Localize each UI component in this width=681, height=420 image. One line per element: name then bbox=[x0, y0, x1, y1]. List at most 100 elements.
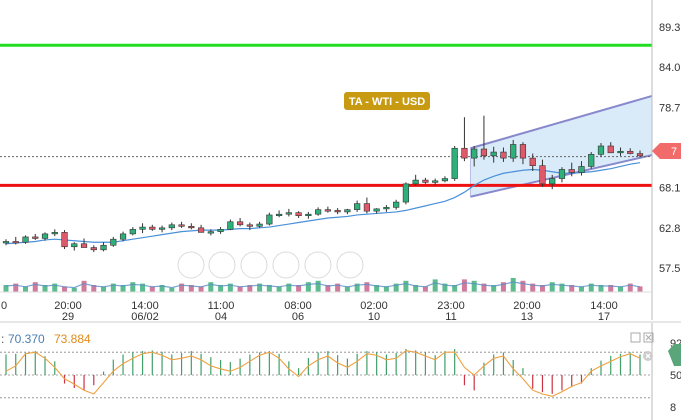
candle-body bbox=[451, 147, 458, 179]
volume-bar bbox=[491, 285, 497, 292]
candle-body bbox=[490, 151, 497, 157]
volume-bar bbox=[471, 280, 477, 292]
candle-body bbox=[461, 147, 468, 159]
candle-body bbox=[383, 207, 390, 210]
instrument-label: TA - WTI - USD bbox=[349, 96, 425, 108]
volume-bar bbox=[520, 280, 526, 292]
volume-bar bbox=[188, 285, 194, 292]
candle-body bbox=[510, 144, 517, 159]
candle-body bbox=[246, 224, 253, 227]
time-axis[interactable]: 20:002914:0006/0211:000408:000602:001023… bbox=[1, 300, 618, 323]
volume-bar bbox=[344, 286, 350, 292]
candle-body bbox=[119, 233, 127, 240]
time-tick-label: 14:00 bbox=[131, 300, 159, 312]
volume-bars bbox=[3, 278, 643, 292]
candle-body bbox=[441, 178, 449, 182]
candle-body bbox=[227, 221, 234, 230]
current-price-value: 7 bbox=[671, 146, 677, 158]
oscillator-pane-buttons[interactable] bbox=[630, 332, 654, 361]
volume-bar bbox=[32, 282, 38, 292]
volume-bar bbox=[149, 286, 155, 292]
volume-bar bbox=[266, 285, 272, 292]
candle-body bbox=[207, 231, 214, 234]
candle-body bbox=[285, 212, 292, 215]
candle-body bbox=[412, 179, 419, 185]
volume-bar bbox=[549, 282, 555, 292]
price-tick-label: 89.3 bbox=[659, 22, 680, 34]
volume-bar bbox=[257, 283, 263, 292]
channel-upper-line bbox=[470, 95, 653, 150]
volume-bar bbox=[608, 285, 614, 292]
horizontal-lines[interactable] bbox=[0, 43, 652, 187]
volume-bar bbox=[500, 282, 506, 292]
date-tick-label: 06 bbox=[292, 311, 304, 323]
oscillator-axis: 92508 bbox=[651, 323, 681, 420]
candle-body bbox=[500, 151, 507, 159]
candle-body bbox=[2, 241, 10, 244]
oscillator-tick-label: 8 bbox=[670, 402, 676, 414]
oscillator-value-tag bbox=[668, 344, 681, 366]
candle-body bbox=[217, 229, 224, 232]
volume-bar bbox=[617, 286, 623, 292]
volume-bar bbox=[286, 283, 292, 292]
candle-body bbox=[578, 166, 585, 173]
candle-body bbox=[188, 226, 195, 229]
candle-body bbox=[197, 227, 205, 233]
volume-bar bbox=[42, 285, 48, 292]
volume-bar bbox=[569, 285, 575, 292]
volume-bar bbox=[227, 283, 233, 292]
candle-body bbox=[90, 247, 97, 251]
candle-body bbox=[519, 144, 527, 159]
candle-body bbox=[363, 203, 370, 212]
volume-bar bbox=[218, 285, 224, 292]
volume-bar bbox=[71, 287, 77, 292]
oscillator-signal-value: 73.884 bbox=[54, 332, 91, 346]
volume-bar bbox=[169, 287, 175, 292]
time-tick-label: 14:00 bbox=[590, 300, 618, 312]
oscillator-value: 70.370 bbox=[8, 332, 45, 346]
candle-body bbox=[266, 214, 273, 225]
candle-body bbox=[139, 226, 146, 230]
candle-body bbox=[12, 241, 19, 244]
price-tick-label: 57.5 bbox=[659, 263, 680, 275]
volume-bar bbox=[588, 283, 594, 292]
candle-body bbox=[568, 169, 575, 173]
volume-bar bbox=[539, 285, 545, 292]
oscillator-pane[interactable] bbox=[0, 349, 652, 399]
volume-bar bbox=[237, 286, 243, 292]
candle-body bbox=[100, 244, 107, 251]
candle-body bbox=[276, 213, 283, 216]
price-tick-label: 78.7 bbox=[659, 102, 680, 114]
volume-bar bbox=[452, 285, 458, 292]
pane-maximize-button[interactable] bbox=[630, 332, 641, 343]
volume-bar bbox=[52, 283, 58, 292]
instrument-badge[interactable]: TA - WTI - USD bbox=[344, 92, 430, 110]
volume-bar bbox=[110, 283, 116, 292]
candle-body bbox=[558, 169, 566, 179]
candle-body bbox=[617, 150, 624, 154]
candle-body bbox=[315, 209, 322, 215]
date-tick-label: 17 bbox=[598, 311, 610, 323]
candle-body bbox=[178, 224, 185, 227]
candle-body bbox=[71, 243, 78, 248]
candle-body bbox=[627, 150, 634, 154]
volume-bar bbox=[130, 282, 136, 292]
volume-bar bbox=[159, 285, 165, 292]
candle-body bbox=[529, 157, 536, 166]
volume-bar bbox=[637, 286, 643, 292]
candle-body bbox=[22, 236, 29, 243]
volume-bar bbox=[276, 286, 282, 292]
pane-close-button[interactable] bbox=[643, 332, 654, 343]
candle-body bbox=[344, 209, 351, 213]
volume-bar bbox=[62, 286, 68, 292]
candle-body bbox=[354, 203, 361, 210]
candle-body bbox=[236, 221, 244, 226]
candle-body bbox=[588, 154, 595, 167]
volume-bar bbox=[325, 285, 331, 292]
volume-bar bbox=[208, 282, 214, 292]
time-tick-label: 20:00 bbox=[54, 300, 82, 312]
toolbar-circle-icon bbox=[240, 251, 268, 279]
volume-bar bbox=[101, 286, 107, 292]
volume-bar bbox=[3, 285, 9, 292]
